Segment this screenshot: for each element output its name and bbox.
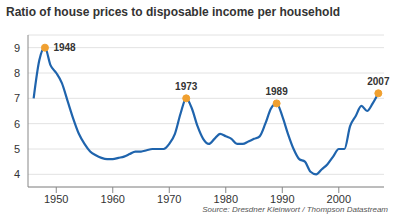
svg-text:8: 8: [14, 67, 20, 79]
svg-text:1948: 1948: [53, 42, 76, 53]
svg-text:2000: 2000: [327, 193, 351, 205]
svg-text:7: 7: [14, 92, 20, 104]
svg-text:5: 5: [14, 143, 20, 155]
html-text:Source: Dresdner Kleinwort / T: Source: Dresdner Kleinwort / Thompson Da…: [202, 205, 388, 214]
svg-text:6: 6: [14, 118, 20, 130]
svg-text:9: 9: [14, 42, 20, 54]
svg-text:2007: 2007: [367, 76, 390, 87]
svg-text:1989: 1989: [266, 86, 289, 97]
svg-text:1973: 1973: [175, 81, 198, 92]
svg-text:1950: 1950: [44, 193, 68, 205]
svg-text:1980: 1980: [214, 193, 238, 205]
svg-text:1990: 1990: [270, 193, 294, 205]
svg-text:4: 4: [14, 168, 20, 180]
svg-text:1970: 1970: [157, 193, 181, 205]
svg-text:1960: 1960: [101, 193, 125, 205]
html-text:Ratio of house prices to dispo: Ratio of house prices to disposable inco…: [6, 5, 341, 19]
